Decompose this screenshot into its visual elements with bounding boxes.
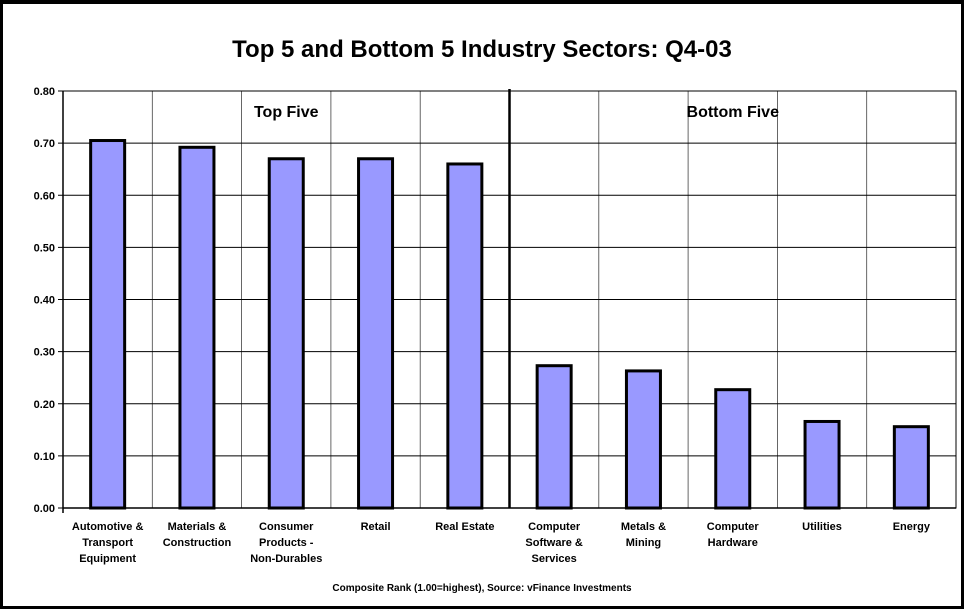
x-tick-label: Consumer [259,521,314,533]
x-tick-label: Utilities [802,521,842,533]
y-tick-label: 0.30 [34,347,55,359]
bar [269,159,303,508]
x-tick-label: Mining [626,537,661,549]
x-tick-label: Automotive & [72,521,144,533]
y-tick-label: 0.00 [34,503,55,515]
x-axis-label: Composite Rank (1.00=highest), Source: v… [0,583,964,594]
bar [716,390,750,508]
x-tick-label: Energy [893,521,931,533]
x-tick-label: Hardware [708,537,758,549]
y-tick-label: 0.20 [34,399,55,411]
bar [626,371,660,508]
x-tick-label: Transport [82,537,133,549]
group-label: Top Five [254,104,319,121]
bar [180,147,214,508]
y-tick-label: 0.80 [34,86,55,98]
y-tick-label: 0.60 [34,190,55,202]
bar [805,421,839,508]
bar [448,164,482,508]
bar [894,427,928,508]
y-tick-label: 0.10 [34,451,55,463]
x-tick-label: Services [532,553,577,565]
x-tick-label: Retail [361,521,391,533]
group-label: Bottom Five [687,104,780,121]
x-tick-label: Products - [259,537,314,549]
y-tick-label: 0.70 [34,138,55,150]
bar [91,141,125,508]
x-tick-label: Materials & [168,521,227,533]
x-tick-label: Software & [525,537,583,549]
x-tick-label: Computer [528,521,581,533]
x-tick-label: Construction [163,537,232,549]
x-tick-label: Real Estate [435,521,494,533]
x-tick-label: Equipment [79,553,136,565]
bar [359,159,393,508]
x-tick-label: Computer [707,521,760,533]
x-tick-label: Metals & [621,521,666,533]
y-tick-label: 0.40 [34,295,55,307]
x-tick-label: Non-Durables [250,553,322,565]
bar [537,366,571,508]
y-tick-label: 0.50 [34,242,55,254]
